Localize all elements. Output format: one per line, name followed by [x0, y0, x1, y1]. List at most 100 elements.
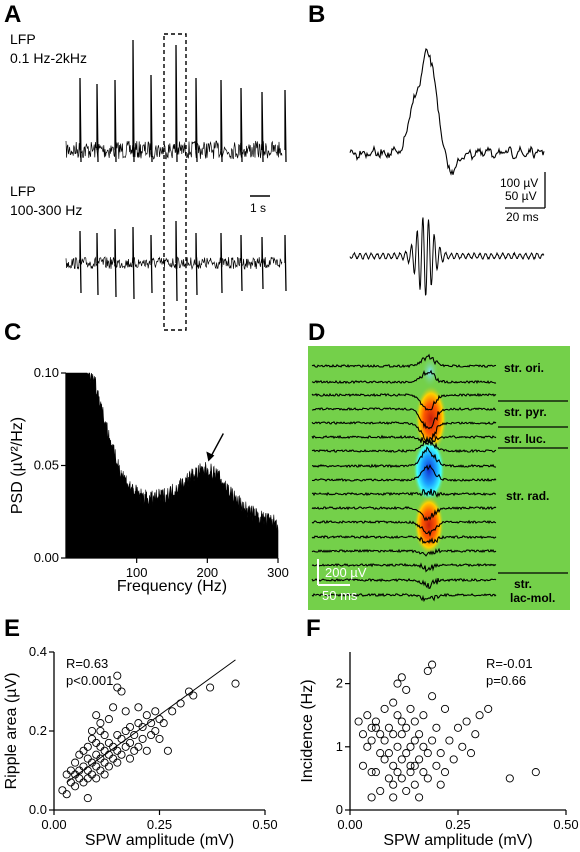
scatter-point: [109, 754, 118, 763]
y-tick-label: 2: [336, 676, 343, 691]
y-tick-label: 0.2: [29, 723, 47, 738]
scatter-point: [83, 766, 92, 775]
scatter-point: [458, 742, 467, 751]
scatter-point: [428, 736, 437, 745]
laminar-trace: [311, 407, 497, 430]
event-spike: [175, 220, 178, 302]
d-scale-voltage-label: 200 µV: [325, 565, 367, 580]
panel-c-label: C: [4, 319, 21, 346]
x-tick-label: 200: [196, 565, 218, 580]
panel-a: A LFP 0.1 Hz-2kHz LFP 100-300 Hz 1 s: [4, 1, 287, 331]
x-tick-label: 300: [267, 565, 289, 580]
scatter-point: [380, 704, 389, 713]
scatter-point: [410, 736, 419, 745]
scatter-point: [87, 734, 97, 743]
scatter-point: [134, 703, 143, 712]
scatter-point: [397, 755, 406, 764]
scatter-point: [189, 691, 198, 700]
event-spike: [261, 236, 264, 290]
psd-chart: 100 200 300 0.00 0.05 0.10 Frequency (Hz) PSD (…: [9, 365, 289, 595]
event-spike: [195, 77, 198, 163]
scatter-point: [92, 762, 101, 771]
scatter-point: [384, 774, 393, 783]
scatter-point: [100, 746, 109, 755]
scatter-point: [471, 730, 480, 739]
scatter-point: [462, 717, 471, 726]
scatter-point: [231, 679, 240, 688]
x-tick-label: 100: [126, 565, 148, 580]
scatter-point: [389, 780, 398, 789]
noise-trace: [65, 256, 283, 271]
scatter-point: [184, 687, 194, 696]
scatter-point: [484, 704, 493, 713]
laminar-trace: [312, 446, 497, 469]
layer-str-rad: str. rad.: [506, 489, 549, 503]
scatter-point: [428, 660, 437, 669]
scatter-point: [389, 761, 398, 770]
x-axis-label: SPW amplitude (mV): [85, 832, 234, 849]
incidence-scatter: 0.00 0.25 0.50 0 1 2 SPW amplitude (mV) Inciden…: [299, 652, 579, 849]
scatter-point: [354, 717, 363, 726]
scatter-point: [367, 793, 376, 802]
scatter-point: [100, 730, 109, 740]
scatter-point: [134, 742, 143, 751]
scatter-point: [92, 711, 101, 720]
laminar-trace: [311, 392, 497, 411]
x-axis-label: Frequency (Hz): [117, 578, 227, 595]
scatter-point: [100, 758, 109, 767]
scatter-point: [428, 692, 437, 701]
scatter-point: [376, 730, 385, 739]
scatter-point: [358, 730, 368, 739]
scatter-point: [176, 699, 185, 708]
scatter-point: [121, 742, 130, 751]
y-axis-label: PSD (µV²/Hz): [9, 417, 26, 514]
scatter-point: [142, 711, 151, 720]
scatter-point: [376, 749, 385, 758]
panel-c: C 100 200 300 0.00 0.05 0.10 Frequency (Hz) PSD…: [4, 319, 289, 595]
scatter-point: [436, 749, 445, 758]
scatter-point: [367, 723, 376, 732]
trace2-label-line2: 100-300 Hz: [10, 202, 82, 218]
scatter-point: [117, 734, 126, 743]
event-spike: [79, 230, 82, 294]
scatter-point: [419, 711, 428, 720]
scatter-point: [410, 780, 419, 789]
scatter-point: [121, 707, 130, 716]
scatter-point: [125, 738, 135, 747]
event-spike: [240, 87, 243, 163]
stat-annotation: p=0.66: [486, 673, 526, 688]
laminar-trace: [311, 369, 497, 384]
y-tick-label: 0.0: [29, 802, 47, 817]
trace2-label-line1: LFP: [10, 183, 36, 199]
scatter-point: [62, 770, 71, 779]
scatter-point: [83, 742, 92, 751]
scatter-point: [79, 762, 88, 771]
scatter-point: [440, 768, 450, 777]
ripple-band-lfp-trace: [65, 220, 287, 302]
scatter-point: [130, 730, 139, 740]
scatter-point: [96, 726, 105, 736]
scatter-point: [125, 722, 135, 732]
scatter-point: [436, 780, 445, 789]
scatter-point: [453, 723, 463, 732]
scatter-point: [134, 719, 143, 728]
scatter-point: [83, 774, 92, 783]
scatter-point: [96, 742, 105, 751]
x-tick-label: 0.00: [337, 817, 362, 832]
scatter-point: [168, 707, 177, 716]
scatter-point: [92, 738, 101, 747]
scatter-point: [104, 715, 113, 724]
scatter-point: [419, 768, 428, 777]
expanded-ripple-trace: [349, 217, 545, 296]
scatter-point: [402, 723, 411, 732]
scatter-point: [445, 736, 454, 745]
scatter-point: [393, 711, 402, 720]
scatter-point: [62, 790, 71, 799]
scatter-point: [415, 755, 424, 764]
scatter-point: [389, 698, 398, 707]
y-tick-label: 0.00: [34, 550, 59, 565]
scatter-point: [449, 755, 458, 764]
laminar-trace: [311, 562, 497, 573]
scatter-point: [406, 768, 415, 777]
